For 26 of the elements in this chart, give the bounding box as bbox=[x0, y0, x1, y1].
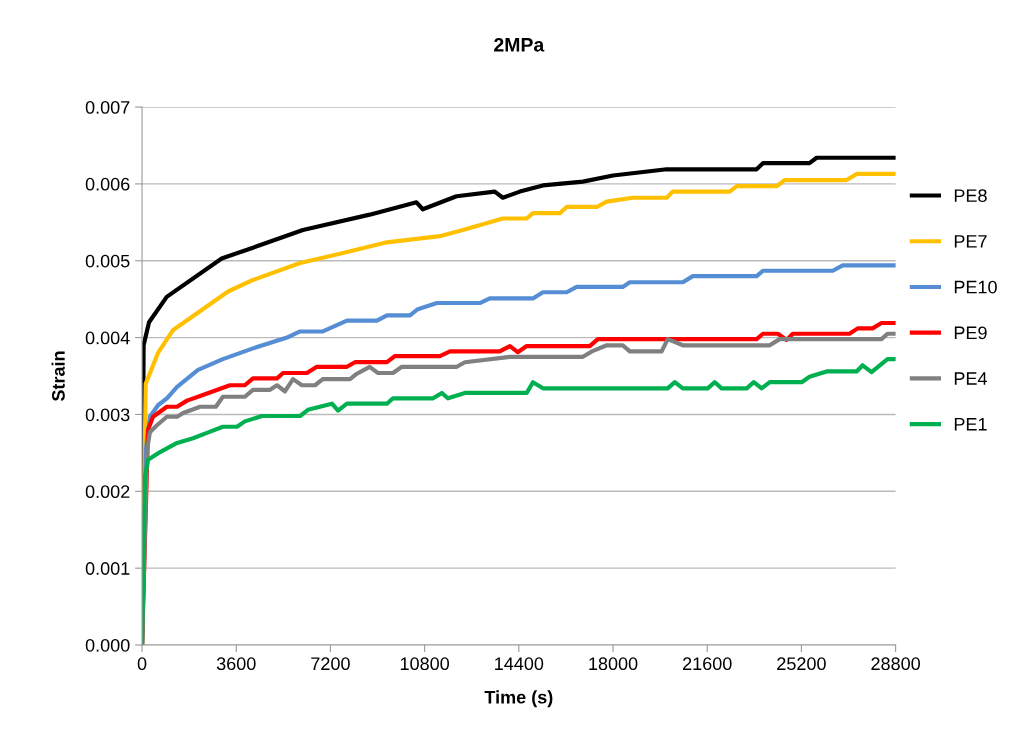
legend-label: PE4 bbox=[954, 372, 987, 385]
x-tick-label: 14400 bbox=[495, 657, 544, 671]
y-tick-label: 0.000 bbox=[85, 638, 130, 652]
x-tick-label: 10800 bbox=[400, 657, 450, 671]
chart-title: 2MPa bbox=[494, 37, 545, 52]
y-tick-label: 0.004 bbox=[85, 331, 130, 345]
y-tick-label: 0.001 bbox=[85, 562, 130, 575]
y-tick-label: 0.005 bbox=[85, 254, 130, 268]
x-tick-label: 0 bbox=[137, 657, 147, 671]
y-axis-title: Strain bbox=[51, 351, 65, 402]
y-tick-label: 0.002 bbox=[85, 485, 130, 499]
y-tick-label: 0.006 bbox=[85, 177, 130, 191]
x-tick-label: 28800 bbox=[871, 657, 921, 671]
legend-label: PE7 bbox=[954, 235, 987, 248]
x-axis-title: Time (s) bbox=[484, 690, 553, 708]
x-tick-label: 18000 bbox=[589, 657, 638, 671]
legend-label: PE8 bbox=[954, 189, 987, 203]
y-tick-label: 0.003 bbox=[85, 408, 130, 422]
legend-label: PE10 bbox=[954, 280, 997, 294]
y-tick-label: 0.007 bbox=[85, 100, 130, 114]
x-tick-label: 7200 bbox=[311, 657, 350, 671]
legend-label: PE9 bbox=[954, 326, 987, 340]
x-tick-label: 21600 bbox=[683, 657, 732, 671]
x-tick-label: 25200 bbox=[777, 657, 826, 671]
x-tick-label: 3600 bbox=[216, 657, 256, 671]
legend-label: PE1 bbox=[954, 418, 987, 431]
